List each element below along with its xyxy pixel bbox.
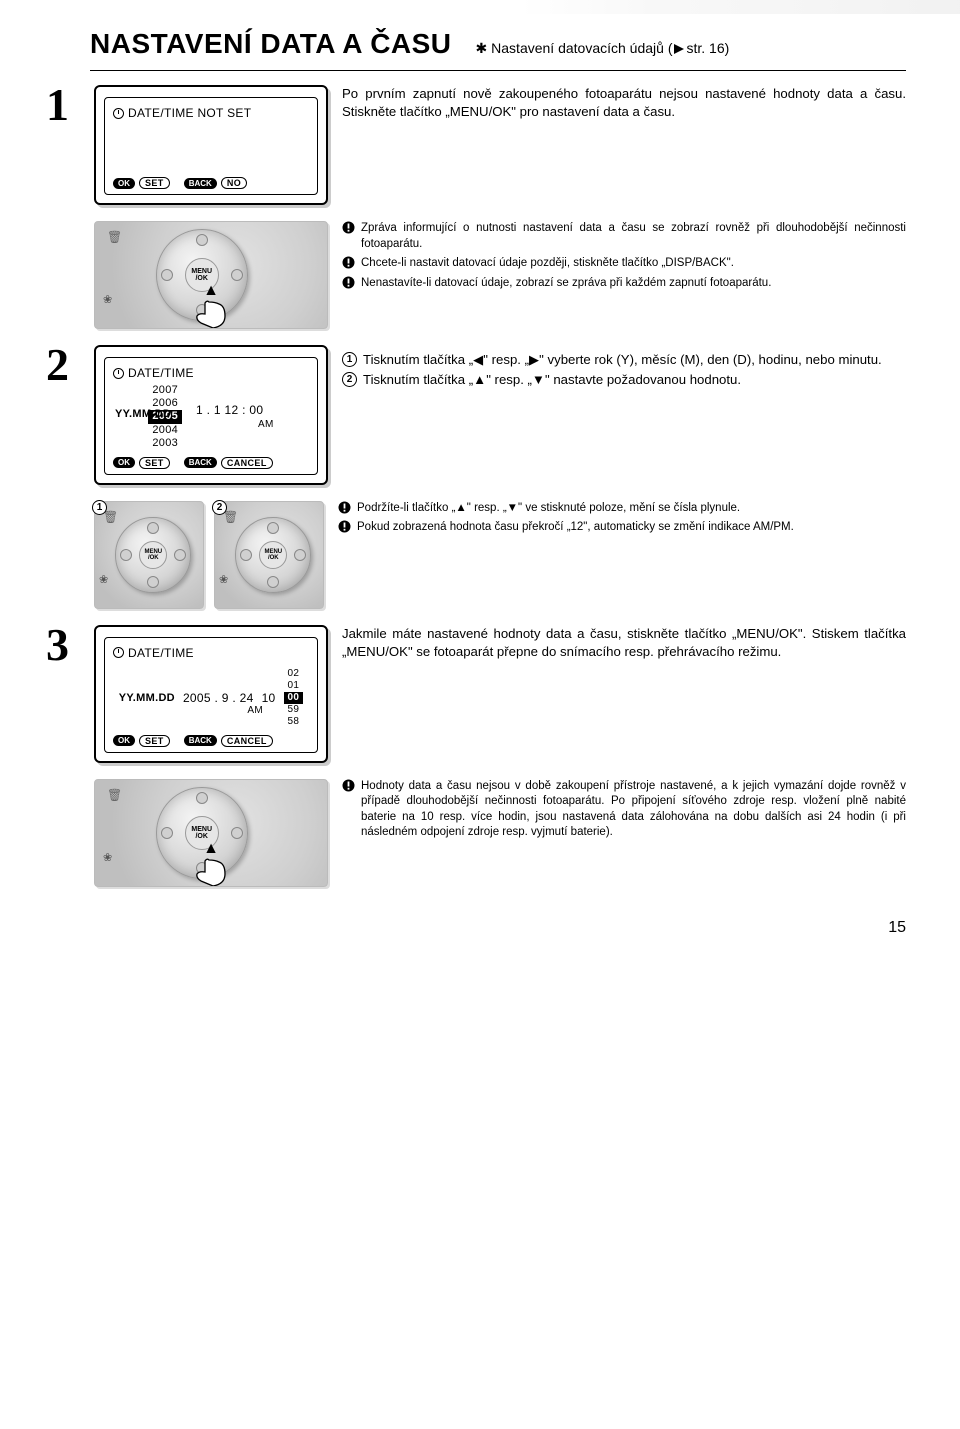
macro-icon: ❀ bbox=[103, 293, 112, 306]
back-pill: BACK bbox=[184, 735, 217, 746]
arrow-up-icon: ▲ bbox=[203, 840, 219, 858]
menu-ok-button[interactable]: MENU /OK bbox=[139, 541, 167, 569]
trash-icon: 🗑 bbox=[107, 230, 122, 244]
step1-text: Po prvním zapnutí nově zakoupeného fotoa… bbox=[342, 85, 906, 121]
lcd-screen-1: DATE/TIME NOT SET OK SET BACK NO bbox=[94, 85, 328, 205]
note: Pokud zobrazená hodnota času překročí „1… bbox=[338, 520, 906, 536]
circled-2: 2 bbox=[342, 372, 357, 387]
divider bbox=[90, 70, 906, 71]
arrow-right-icon bbox=[674, 44, 684, 54]
clock-icon bbox=[113, 368, 124, 379]
macro-icon: ❀ bbox=[99, 573, 108, 586]
set-label: SET bbox=[139, 177, 170, 189]
macro-icon: ❀ bbox=[103, 851, 112, 864]
list-item: 2Tisknutím tlačítka „▲" resp. „▼" nastav… bbox=[342, 371, 906, 389]
thumb-icon bbox=[191, 300, 231, 329]
arrow-up-icon: ▲ bbox=[203, 282, 219, 300]
no-label: NO bbox=[221, 177, 247, 189]
camera-dial-2a: 🗑 ❀ MENU /OK bbox=[94, 501, 204, 609]
page-title: NASTAVENÍ DATA A ČASU bbox=[90, 28, 452, 60]
note: Chcete-li nastavit datovací údaje pozděj… bbox=[342, 256, 906, 272]
clock-icon bbox=[113, 108, 124, 119]
lcd-screen-2: DATE/TIME 2007 2006 2005 2004 2003 bbox=[94, 345, 328, 485]
clock-icon bbox=[113, 647, 124, 658]
trash-icon: 🗑 bbox=[107, 788, 122, 802]
back-pill: BACK bbox=[184, 178, 217, 189]
lcd-screen-3: DATE/TIME YY.MM.DD 2005 . 9 . 24 10 02 0… bbox=[94, 625, 328, 763]
ok-pill: OK bbox=[113, 178, 135, 189]
macro-icon: ❀ bbox=[219, 573, 228, 586]
note: Hodnoty data a času nejsou v době zakoup… bbox=[342, 779, 906, 841]
circled-2: 2 bbox=[212, 500, 227, 515]
header-gradient bbox=[520, 0, 960, 14]
thumb-icon bbox=[191, 858, 231, 887]
ok-pill: OK bbox=[113, 457, 135, 468]
step3-text: Jakmile máte nastavené hodnoty data a ča… bbox=[342, 625, 906, 661]
circled-1: 1 bbox=[342, 352, 357, 367]
circled-1: 1 bbox=[92, 500, 107, 515]
camera-dial-3: 🗑 ❀ MENU /OK ▲ bbox=[94, 779, 328, 887]
step-number-3: 3 bbox=[46, 625, 80, 664]
subtitle: ✱ Nastavení datovacích údajů (str. 16) bbox=[476, 40, 730, 57]
note: Podržíte-li tlačítko „▲" resp. „▼" ve st… bbox=[338, 501, 906, 517]
camera-dial-2b: 🗑 ❀ MENU /OK bbox=[214, 501, 324, 609]
note: Nenastavíte-li datovací údaje, zobrazí s… bbox=[342, 276, 906, 292]
step-number-1: 1 bbox=[46, 85, 80, 124]
camera-dial-1: 🗑 ❀ MENU /OK ▲ bbox=[94, 221, 328, 329]
back-pill: BACK bbox=[184, 457, 217, 468]
page-number: 15 bbox=[90, 919, 906, 937]
note: Zpráva informující o nutnosti nastavení … bbox=[342, 221, 906, 252]
menu-ok-button[interactable]: MENU /OK bbox=[259, 541, 287, 569]
step-number-2: 2 bbox=[46, 345, 80, 384]
ok-pill: OK bbox=[113, 735, 135, 746]
list-item: 1Tisknutím tlačítka „◀" resp. „▶" vybert… bbox=[342, 351, 906, 369]
